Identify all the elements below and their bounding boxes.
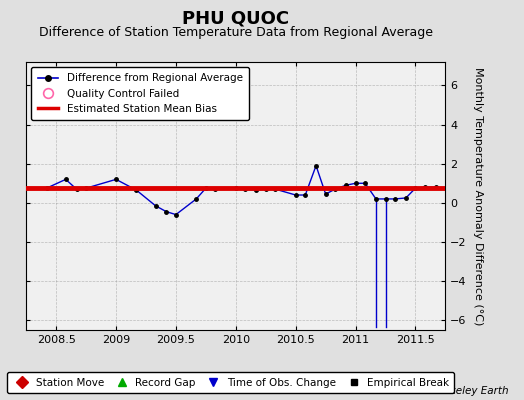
Text: PHU QUOC: PHU QUOC [182, 10, 289, 28]
Y-axis label: Monthly Temperature Anomaly Difference (°C): Monthly Temperature Anomaly Difference (… [473, 67, 484, 325]
Legend: Station Move, Record Gap, Time of Obs. Change, Empirical Break: Station Move, Record Gap, Time of Obs. C… [7, 372, 454, 393]
Text: Berkeley Earth: Berkeley Earth [432, 386, 508, 396]
Text: Difference of Station Temperature Data from Regional Average: Difference of Station Temperature Data f… [39, 26, 433, 39]
Legend: Difference from Regional Average, Quality Control Failed, Estimated Station Mean: Difference from Regional Average, Qualit… [31, 67, 249, 120]
